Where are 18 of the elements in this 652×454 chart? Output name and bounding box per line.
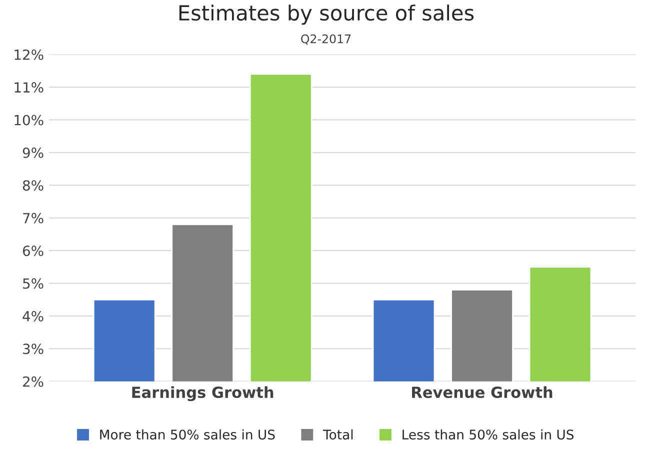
y-tick-label: 4% xyxy=(22,310,44,322)
chart-subtitle: Q2-2017 xyxy=(301,34,351,45)
y-tick-label: 12% xyxy=(14,49,44,60)
y-tick-label: 9% xyxy=(22,148,44,158)
y-tick-label: 7% xyxy=(23,212,44,224)
y-tick-label: 11% xyxy=(14,82,44,93)
y-tick-label: 5% xyxy=(23,278,44,289)
legend-label: Less than 50% sales in US xyxy=(402,429,574,440)
chart-title: Estimates by source of sales xyxy=(179,4,474,25)
legend-label: Total xyxy=(322,429,353,440)
legend-label: More than 50% sales in US xyxy=(100,429,275,440)
y-tick-label: 10% xyxy=(14,114,44,126)
y-tick-label: 2% xyxy=(23,376,44,387)
x-tick-label: Earnings Growth xyxy=(132,386,274,402)
x-tick-label: Revenue Growth xyxy=(412,386,552,398)
y-tick-label: 3% xyxy=(23,344,44,354)
y-tick-label: 6% xyxy=(22,246,44,256)
y-tick-label: 8% xyxy=(22,180,44,191)
